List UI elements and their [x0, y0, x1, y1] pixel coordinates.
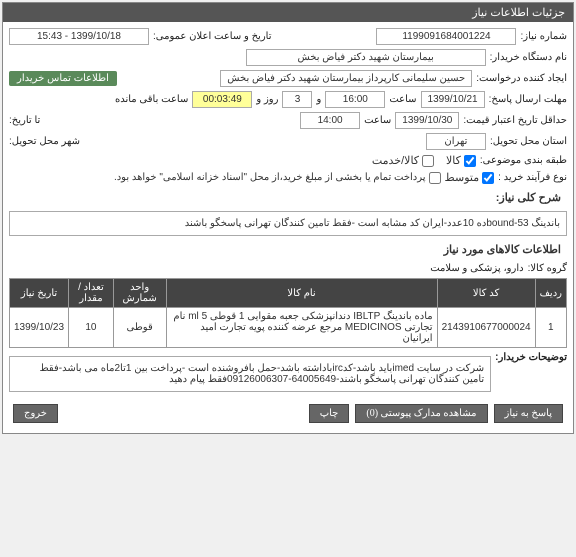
min-date: 1399/10/30 — [395, 112, 459, 129]
days-and: و — [316, 94, 321, 105]
days-label: روز و — [256, 94, 278, 105]
city-label: شهر محل تحویل: — [9, 136, 80, 147]
cb-service-input[interactable] — [422, 155, 434, 167]
col-name: نام کالا — [166, 279, 437, 308]
announce-value: 1399/10/18 - 15:43 — [9, 28, 149, 45]
buyer-notes-text: شرکت در سایت imedباید باشد-کدircباداشته … — [9, 356, 491, 392]
group-value: دارو، پزشکی و سلامت — [430, 263, 523, 274]
days-value: 3 — [282, 91, 312, 108]
table-row[interactable]: 1 2143910677000024 ماده باندینگ IBLTP دن… — [10, 308, 567, 348]
buyer-notes-label: توضیحات خریدار: — [495, 352, 567, 363]
type-checkbox-group: کالا کالا/خدمت — [372, 154, 476, 167]
buyer-label: نام دستگاه خریدار: — [490, 52, 567, 63]
panel-title: جزئیات اطلاعات نیاز — [3, 3, 573, 22]
cb-treasury-input[interactable] — [429, 172, 441, 184]
cb-service[interactable]: کالا/خدمت — [372, 154, 434, 167]
creator-value: حسین سلیمانی کارپرداز بیمارستان شهید دکت… — [220, 70, 472, 87]
delivery-label: استان محل تحویل: — [490, 136, 567, 147]
col-unit: واحد شمارش — [113, 279, 166, 308]
items-header: اطلاعات کالاهای مورد نیاز — [9, 240, 567, 259]
send-deadline-label: مهلت ارسال پاسخ: — [489, 94, 567, 105]
print-button[interactable]: چاپ — [309, 404, 350, 423]
process-label: نوع فرآیند خرید : — [498, 172, 567, 183]
budget-label: طبقه بندی موضوعی: — [480, 155, 567, 166]
cb-medium[interactable]: متوسط — [445, 171, 495, 184]
cb-goods[interactable]: کالا — [446, 154, 476, 167]
table-header-row: ردیف کد کالا نام کالا واحد شمارش تعداد /… — [10, 279, 567, 308]
contact-info-tab[interactable]: اطلاعات تماس خریدار — [9, 71, 117, 86]
delivery-value: تهران — [426, 133, 486, 150]
cell-unit: قوطی — [113, 308, 166, 348]
panel-body: شماره نیاز: 1199091684001224 تاریخ و ساع… — [3, 22, 573, 433]
col-qty: تعداد / مقدار — [69, 279, 114, 308]
need-no-label: شماره نیاز: — [520, 31, 567, 42]
items-table: ردیف کد کالا نام کالا واحد شمارش تعداد /… — [9, 278, 567, 348]
cb-medium-input[interactable] — [482, 172, 494, 184]
send-date: 1399/10/21 — [421, 91, 485, 108]
col-code: کد کالا — [437, 279, 535, 308]
cell-date: 1399/10/23 — [10, 308, 69, 348]
need-no-value: 1199091684001224 — [376, 28, 516, 45]
time-label-1: ساعت — [389, 94, 416, 105]
remain-label: ساعت باقی مانده — [115, 94, 188, 105]
reply-button[interactable]: پاسخ به نیاز — [494, 404, 564, 423]
cell-idx: 1 — [535, 308, 566, 348]
min-date-label: حداقل تاریخ اعتبار قیمت: — [463, 115, 567, 126]
time-label-2: ساعت — [364, 115, 391, 126]
cb-treasury[interactable]: پرداخت تمام یا بخشی از مبلغ خرید،از محل … — [114, 172, 441, 184]
main-panel: جزئیات اطلاعات نیاز شماره نیاز: 11990916… — [2, 2, 574, 434]
send-time: 16:00 — [325, 91, 385, 108]
cb-goods-input[interactable] — [464, 155, 476, 167]
cell-qty: 10 — [69, 308, 114, 348]
general-desc-label: شرح کلی نیاز: — [9, 188, 567, 207]
cell-name: ماده باندینگ IBLTP دندانپزشکی جعبه مقوای… — [166, 308, 437, 348]
to-date-label: تا تاریخ: — [9, 115, 40, 126]
col-idx: ردیف — [535, 279, 566, 308]
min-time: 14:00 — [300, 112, 360, 129]
buyer-value: بیمارستان شهید دکتر فیاض بخش — [246, 49, 486, 66]
announce-label: تاریخ و ساعت اعلان عمومی: — [153, 31, 272, 42]
general-desc-text: باندینگ bound-53ده 10عدد-ایران کد مشابه … — [9, 211, 567, 236]
creator-label: ایجاد کننده درخواست: — [476, 73, 567, 84]
cell-code: 2143910677000024 — [437, 308, 535, 348]
remaining-time: 00:03:49 — [192, 91, 252, 108]
close-button[interactable]: خروج — [13, 404, 58, 423]
group-label: گروه کالا: — [528, 263, 567, 274]
col-date: تاریخ نیاز — [10, 279, 69, 308]
footer-actions: پاسخ به نیاز مشاهده مدارک پیوستی (0) چاپ… — [9, 400, 567, 427]
attachments-button[interactable]: مشاهده مدارک پیوستی (0) — [355, 404, 487, 423]
